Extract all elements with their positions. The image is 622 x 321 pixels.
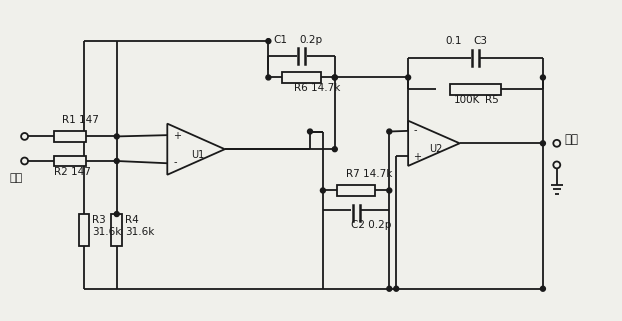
Circle shape xyxy=(394,286,399,291)
Text: R7 14.7k: R7 14.7k xyxy=(346,169,392,179)
Circle shape xyxy=(541,286,545,291)
Text: C3: C3 xyxy=(473,36,488,46)
Text: 输入: 输入 xyxy=(10,173,23,183)
Circle shape xyxy=(406,75,411,80)
Text: C1: C1 xyxy=(274,35,288,45)
Bar xyxy=(54,131,86,142)
Circle shape xyxy=(332,75,337,80)
Bar xyxy=(54,156,86,166)
Text: 输出: 输出 xyxy=(565,133,578,146)
Text: C2 0.2p: C2 0.2p xyxy=(351,220,391,230)
Text: U2: U2 xyxy=(429,144,443,154)
Bar xyxy=(111,214,122,246)
Circle shape xyxy=(114,212,119,216)
Bar xyxy=(337,185,375,196)
Bar xyxy=(282,72,322,83)
Circle shape xyxy=(387,188,392,193)
Text: R5: R5 xyxy=(485,95,499,105)
Text: 0.1: 0.1 xyxy=(445,36,462,46)
Text: -: - xyxy=(413,125,417,135)
Text: 100K: 100K xyxy=(453,95,480,105)
Bar xyxy=(450,84,501,95)
Circle shape xyxy=(266,39,271,44)
Text: -: - xyxy=(174,157,177,167)
Circle shape xyxy=(266,75,271,80)
Text: R3
31.6k: R3 31.6k xyxy=(92,215,121,237)
Circle shape xyxy=(307,129,312,134)
Text: +: + xyxy=(413,152,421,162)
Text: R6 14.7k: R6 14.7k xyxy=(294,83,340,93)
Text: 0.2p: 0.2p xyxy=(300,35,323,45)
Circle shape xyxy=(332,75,337,80)
Circle shape xyxy=(320,188,325,193)
Circle shape xyxy=(541,75,545,80)
Text: R2 147: R2 147 xyxy=(54,167,91,177)
Circle shape xyxy=(114,159,119,163)
Text: U1: U1 xyxy=(192,150,205,160)
Text: R1 147: R1 147 xyxy=(62,115,99,125)
Circle shape xyxy=(387,286,392,291)
Bar xyxy=(78,214,90,246)
Text: R4
31.6k: R4 31.6k xyxy=(124,215,154,237)
Circle shape xyxy=(332,147,337,152)
Circle shape xyxy=(541,141,545,146)
Circle shape xyxy=(114,134,119,139)
Text: +: + xyxy=(174,131,181,141)
Circle shape xyxy=(387,129,392,134)
